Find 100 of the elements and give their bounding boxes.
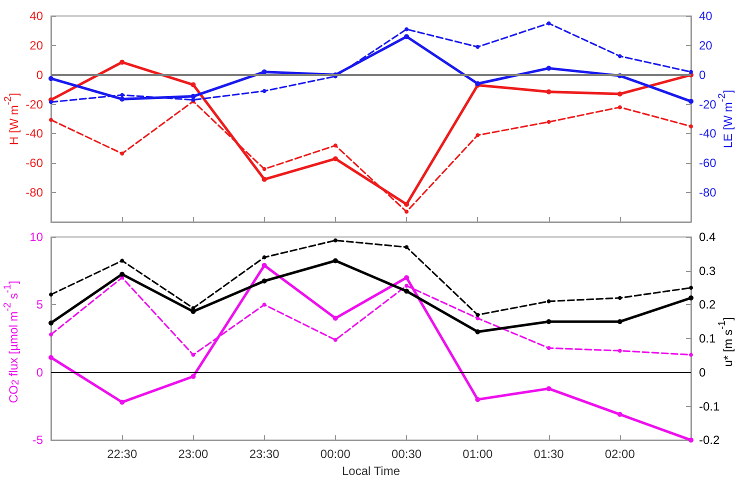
point: [120, 93, 124, 98]
point: [618, 296, 622, 300]
point: [475, 396, 480, 402]
point: [404, 27, 409, 32]
point: [617, 91, 622, 96]
point: [404, 275, 410, 280]
y-tick-label: 40: [30, 9, 44, 23]
x-tick-label: 23:30: [249, 447, 280, 462]
point: [49, 118, 53, 122]
y2-tick-label: 0.2: [699, 298, 716, 312]
point: [546, 120, 551, 124]
point: [546, 299, 551, 304]
point: [48, 76, 54, 82]
point: [546, 89, 552, 94]
point: [546, 319, 552, 324]
y-tick-label: -40: [26, 126, 44, 141]
point: [476, 133, 480, 138]
point: [262, 302, 266, 307]
point: [332, 156, 338, 162]
point: [404, 34, 410, 40]
point: [618, 54, 622, 58]
y-tick-label: -20: [26, 97, 44, 112]
point: [190, 374, 196, 379]
point: [689, 70, 693, 74]
point: [617, 412, 622, 417]
point: [49, 100, 53, 104]
point: [689, 286, 693, 290]
y2-tick-label: -40: [699, 126, 717, 141]
y2-tick-label: 0.3: [699, 264, 716, 278]
point: [404, 288, 410, 294]
x-tick-label: 01:00: [462, 447, 494, 462]
point: [404, 202, 410, 207]
point: [404, 210, 409, 214]
y2-tick-label: -20: [699, 97, 717, 112]
point: [476, 44, 480, 49]
point: [546, 66, 552, 71]
point: [618, 348, 622, 353]
point: [689, 124, 693, 128]
point: [262, 69, 267, 74]
y2-tick-label: -0.1: [699, 399, 720, 414]
point: [404, 284, 409, 288]
y2-tick-label: 0: [699, 68, 706, 82]
y2-tick-label: 0.4: [699, 230, 716, 244]
point: [120, 272, 125, 277]
point: [190, 82, 196, 88]
point: [546, 386, 552, 392]
point: [262, 278, 267, 284]
point: [49, 332, 53, 336]
y2-tick-label: -60: [699, 156, 717, 170]
x-tick-label: 01:30: [534, 447, 564, 462]
y2-tick-label: 40: [699, 9, 713, 23]
point: [333, 338, 338, 342]
point: [476, 312, 480, 317]
point: [333, 238, 338, 242]
y-tick-label: 0: [36, 68, 44, 82]
point: [120, 400, 125, 405]
point: [120, 258, 124, 263]
point: [332, 258, 338, 264]
point: [262, 167, 266, 172]
point: [404, 245, 409, 250]
point: [688, 295, 694, 300]
y-tick-label: 20: [30, 38, 44, 52]
y-tick-label: 5: [36, 298, 44, 312]
point: [332, 316, 338, 321]
point: [688, 438, 694, 443]
point: [617, 319, 622, 324]
point: [120, 60, 125, 65]
point: [475, 329, 480, 334]
y2-tick-label: -0.2: [699, 433, 720, 448]
y-tick-label: -60: [26, 156, 44, 170]
point: [618, 105, 622, 110]
point: [191, 352, 196, 357]
y-tick-label: 10: [30, 230, 44, 244]
y-tick-label: -80: [26, 186, 44, 200]
point: [262, 176, 267, 182]
point: [120, 96, 125, 102]
point: [689, 352, 693, 357]
y2-tick-label: 0.1: [699, 332, 716, 346]
y2-tick-label: -80: [699, 186, 717, 200]
point: [262, 255, 266, 260]
point: [688, 98, 694, 104]
point: [48, 320, 54, 326]
y2-tick-label: 0: [699, 365, 706, 380]
point: [546, 21, 551, 26]
point: [546, 346, 551, 350]
point: [120, 152, 124, 156]
point: [262, 89, 266, 94]
x-tick-label: 23:00: [178, 447, 209, 462]
x-tick-label: 00:30: [392, 447, 422, 462]
x-tick-label: 00:00: [320, 447, 351, 462]
point: [333, 143, 338, 148]
y-tick-label: 0: [36, 365, 44, 380]
x-axis-title: Local Time: [342, 464, 400, 478]
point: [48, 355, 54, 360]
point: [49, 292, 53, 297]
x-tick-label: 02:00: [604, 447, 636, 462]
y-tick-label: -5: [32, 433, 44, 448]
point: [262, 262, 267, 268]
x-tick-label: 22:30: [107, 447, 138, 462]
y2-tick-label: 20: [699, 38, 713, 52]
